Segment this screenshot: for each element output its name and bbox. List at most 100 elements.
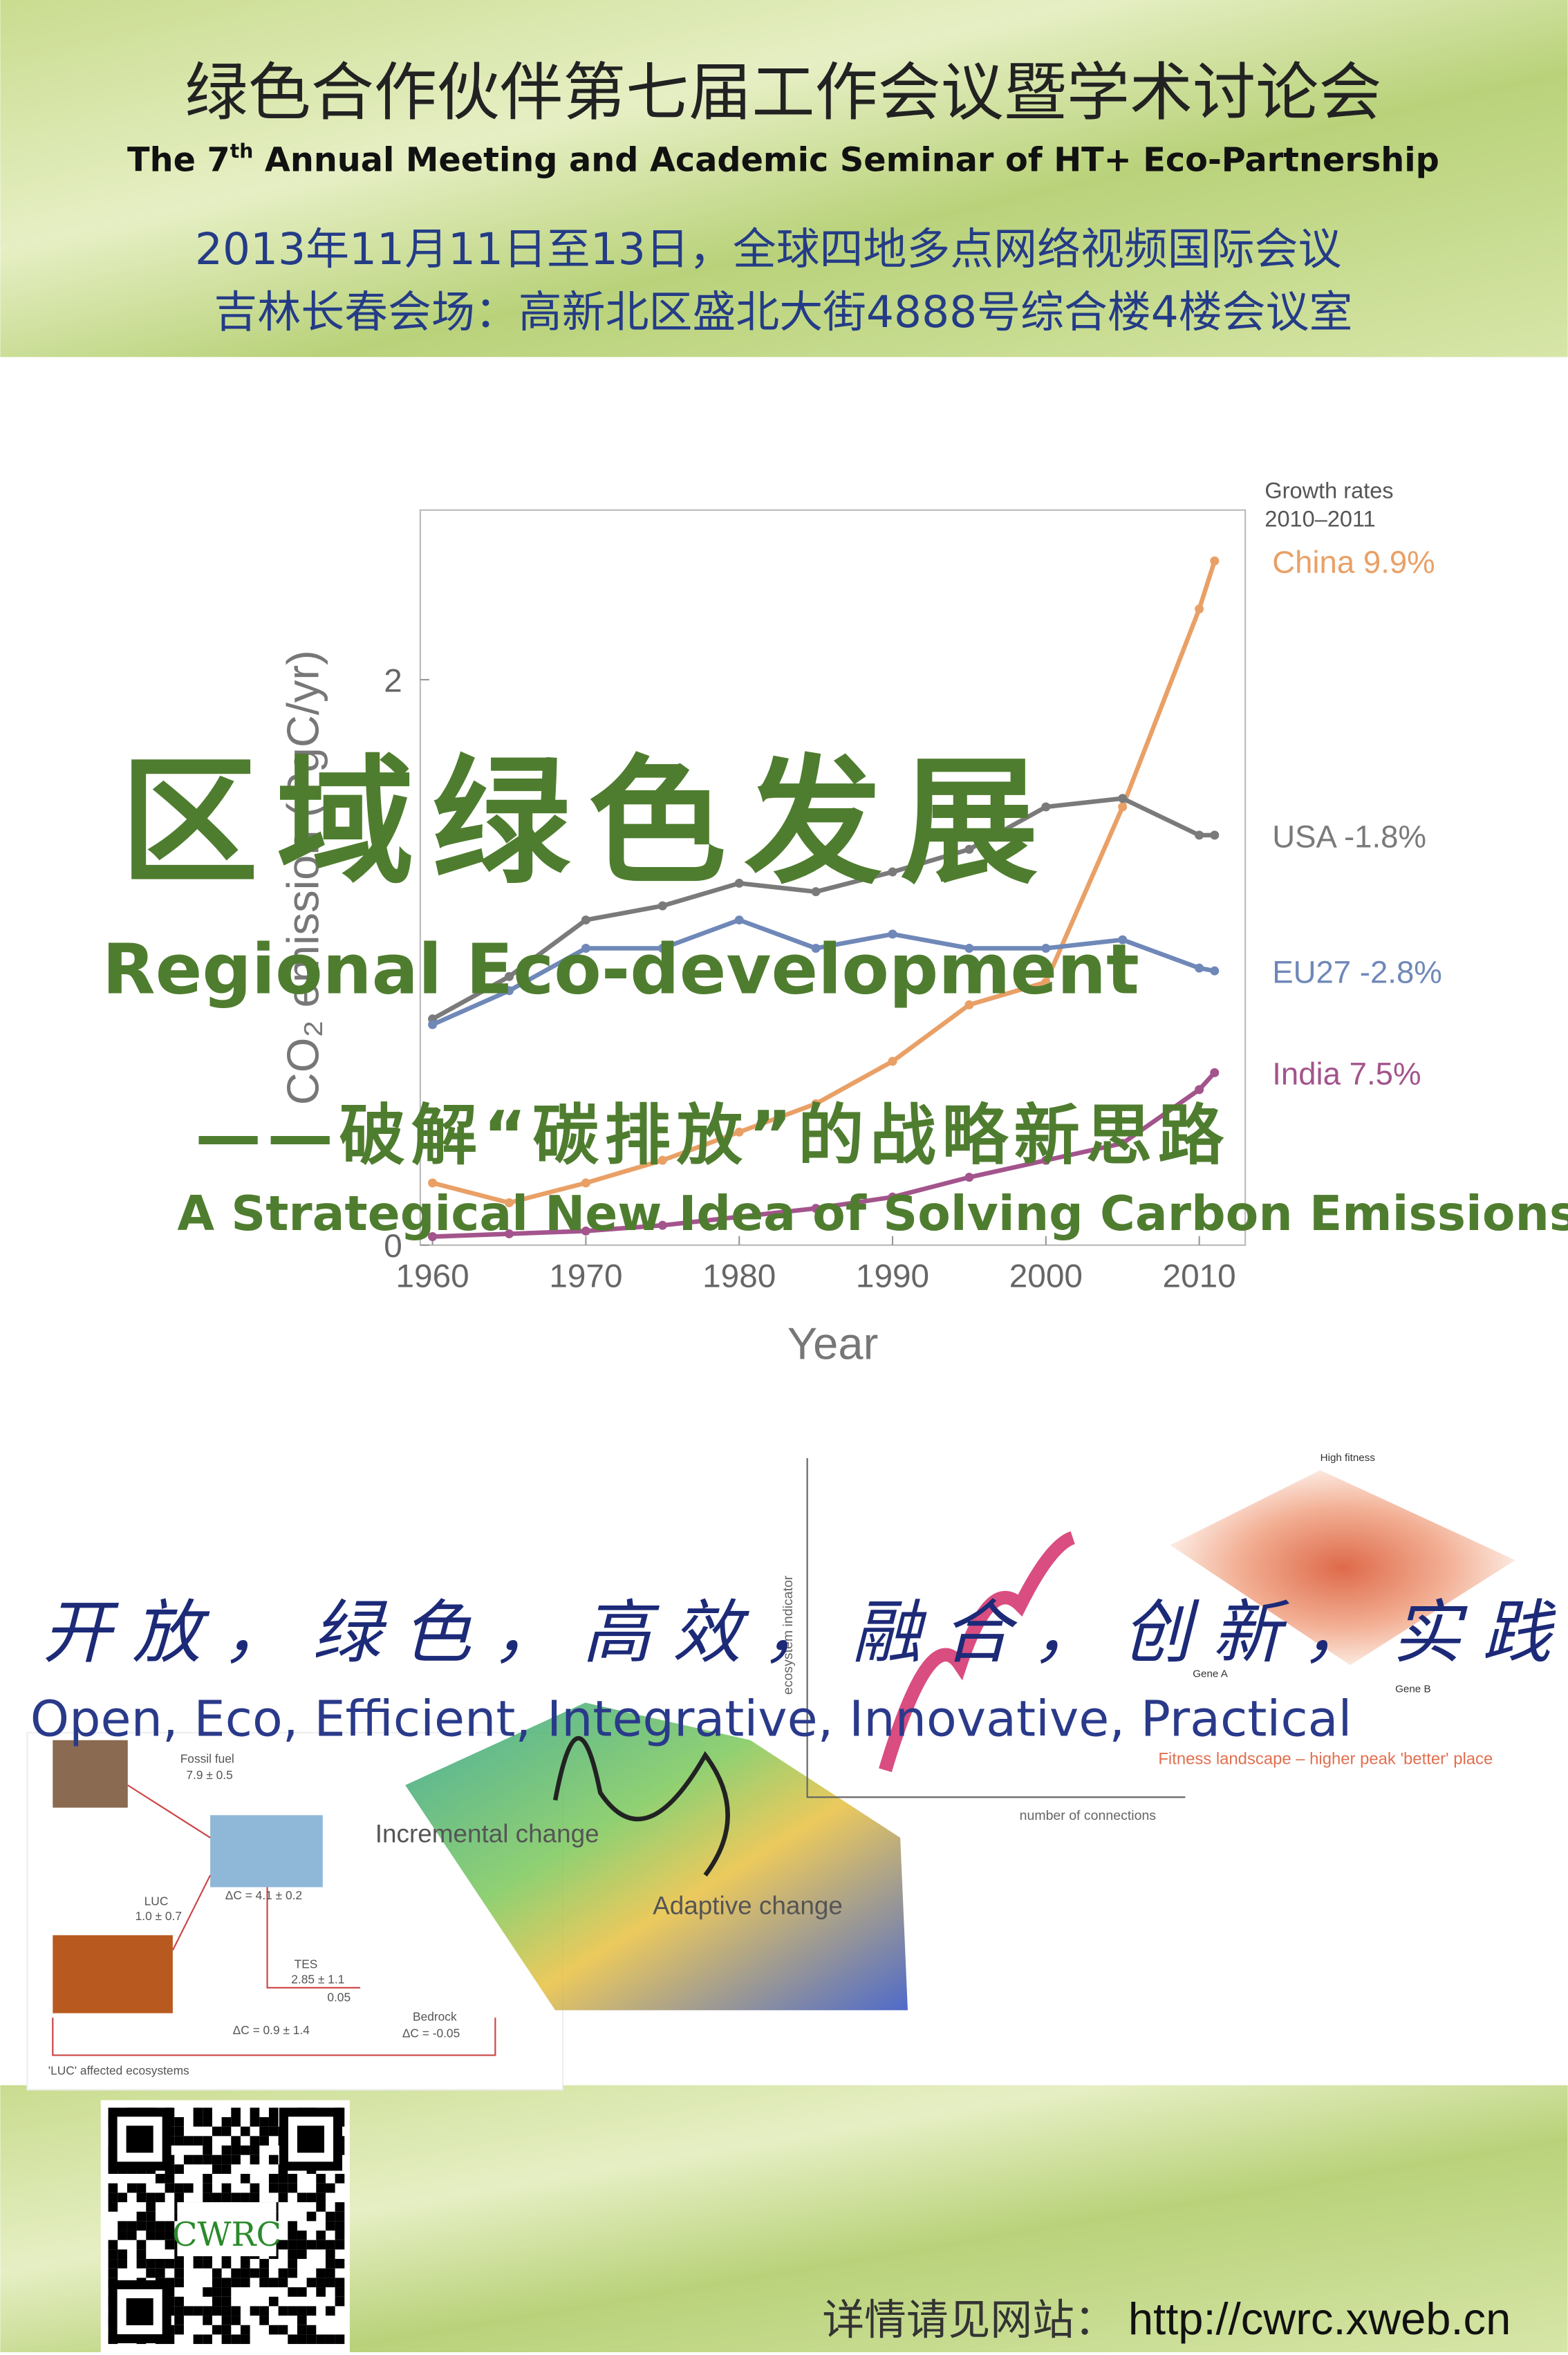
qr-cell <box>146 2259 156 2269</box>
qr-cell <box>231 2145 241 2155</box>
qr-cell <box>231 2117 241 2127</box>
qr-cell <box>335 2231 345 2240</box>
qr-cell <box>203 2183 212 2193</box>
qr-cell <box>183 2306 194 2316</box>
series-point <box>888 929 897 939</box>
landscape-label: Adaptive change <box>653 1891 843 1919</box>
logo-box <box>177 2202 277 2257</box>
series-point <box>1041 802 1051 812</box>
qr-cell <box>193 2107 203 2118</box>
qr-cell <box>146 2221 156 2231</box>
qr-cell <box>297 2240 307 2250</box>
series-point <box>581 1226 590 1236</box>
qr-cell <box>221 2259 232 2269</box>
qr-cell <box>259 2268 269 2278</box>
qr-cell <box>221 2193 232 2203</box>
qr-cell <box>231 2278 241 2288</box>
qr-cell <box>259 2136 269 2146</box>
qr-cell <box>193 2117 203 2127</box>
qr-cell <box>155 2174 165 2184</box>
network-axis-label: ecosystem indicator <box>781 1575 796 1695</box>
legend-title: Growth rates <box>1264 478 1393 503</box>
qr-cell <box>288 2249 297 2260</box>
qr-cell <box>231 2306 241 2316</box>
series-point <box>504 986 514 996</box>
title-en-sup: th <box>230 140 254 162</box>
qr-cell <box>212 2325 222 2335</box>
qr-cell <box>231 2154 241 2165</box>
qr-cell <box>118 2249 127 2260</box>
qr-cell <box>278 2183 288 2193</box>
series-point <box>581 1178 590 1188</box>
qr-cell <box>278 2240 288 2250</box>
qr-cell <box>297 2231 307 2240</box>
qr-cell <box>118 2259 127 2269</box>
legend-title: 2010–2011 <box>1264 507 1375 532</box>
series-point <box>811 943 821 953</box>
keywords-cn: 开放，绿色，高效，融合，创新，实践 <box>42 1592 1568 1673</box>
keywords-en: Open, Eco, Efficient, Integrative, Innov… <box>30 1690 1352 1747</box>
qr-cell <box>316 2231 326 2240</box>
series-point <box>1118 802 1128 812</box>
series-point <box>964 1000 974 1009</box>
qr-cell <box>174 2306 184 2316</box>
qr-cell <box>136 2211 147 2222</box>
qr-cell <box>288 2268 297 2278</box>
flow-label: LUC <box>144 1894 169 1908</box>
date-line: 2013年11月11日至13日，全球四地多点网络视频国际会议 <box>195 224 1341 274</box>
keywords: 开放，绿色，高效，融合，创新，实践 Open, Eco, Efficient, … <box>30 1592 1568 1747</box>
qr-cell <box>325 2183 335 2193</box>
qr-cell <box>335 2240 345 2250</box>
qr-cell <box>136 2259 147 2269</box>
series-point <box>1195 1085 1204 1095</box>
qr-cell <box>316 2278 326 2288</box>
series-point <box>428 1020 438 1030</box>
qr-cell <box>250 2145 260 2155</box>
qr-cell <box>165 2259 175 2269</box>
qr-cell <box>193 2306 203 2316</box>
website-url[interactable]: http://cwrc.xweb.cn <box>1128 2293 1511 2344</box>
qr-cell <box>240 2278 250 2288</box>
qr-finder <box>126 2298 153 2325</box>
qr-cell <box>221 2278 232 2288</box>
header-band <box>0 0 1568 357</box>
qr-cell <box>259 2278 269 2288</box>
qr-cell <box>335 2259 345 2269</box>
series-point <box>1195 963 1204 973</box>
qr-cell <box>146 2231 156 2240</box>
series-point <box>1118 1139 1128 1148</box>
qr-cell <box>250 2193 260 2203</box>
qr-cell <box>297 2325 307 2335</box>
qr-cell <box>259 2306 269 2316</box>
y-axis-label: CO₂ emission (PgC/yr) <box>277 650 328 1105</box>
qr-cell <box>174 2126 184 2137</box>
qr-cell <box>221 2145 232 2155</box>
flow-label: 7.9 ± 0.5 <box>186 1768 232 1782</box>
qr-cell <box>250 2117 260 2127</box>
series-point <box>734 878 744 888</box>
qr-cell <box>165 2221 175 2231</box>
photo-forest <box>210 1815 323 1888</box>
landscape-label: Incremental change <box>375 1819 599 1847</box>
network-figure: ecosystem indicator number of connection… <box>781 1458 1186 1823</box>
qr-cell <box>136 2221 147 2231</box>
flow-label: 1.0 ± 0.7 <box>136 1909 182 1923</box>
series-point <box>428 1232 438 1242</box>
qr-cell <box>174 2136 184 2146</box>
qr-cell <box>306 2211 317 2222</box>
qr-cell <box>297 2287 307 2297</box>
x-tick-label: 1970 <box>549 1258 622 1295</box>
series-line <box>432 1071 1217 1239</box>
series-point <box>657 1155 667 1165</box>
series-point <box>504 1229 514 1238</box>
qr-cell <box>193 2136 203 2146</box>
series-point <box>1195 830 1204 840</box>
qr-cell <box>316 2240 326 2250</box>
qr-cell <box>221 2164 232 2175</box>
qr-cell <box>325 2268 335 2278</box>
fitness-surface <box>1170 1470 1515 1666</box>
qr-cell <box>306 2325 317 2335</box>
qr-cell <box>155 2193 165 2203</box>
qr-cell <box>193 2259 203 2269</box>
qr-cell <box>212 2193 222 2203</box>
